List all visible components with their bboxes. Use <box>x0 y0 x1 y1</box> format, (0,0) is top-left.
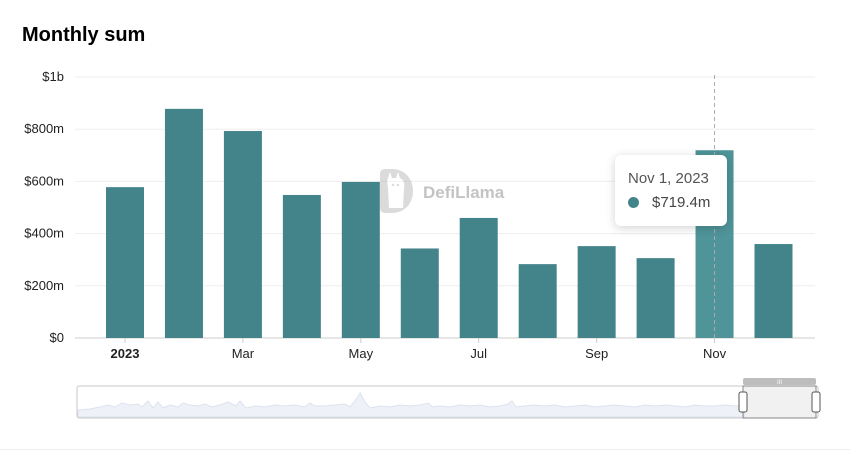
x-tick-label: 2023 <box>111 346 140 361</box>
range-slider-sparkline <box>77 392 745 418</box>
range-slider-right-handle[interactable] <box>811 391 821 413</box>
x-tick-label: Sep <box>585 346 608 361</box>
bar-oct-2023[interactable] <box>636 258 675 338</box>
x-tick-label: Jul <box>470 346 487 361</box>
range-slider-drag-bar[interactable] <box>743 378 816 385</box>
bar-aug-2023[interactable] <box>518 264 557 338</box>
tooltip-series-dot <box>628 197 639 208</box>
llama-logo-icon <box>380 169 413 213</box>
range-slider-drag-grip: III <box>777 380 782 386</box>
bar-may-2023[interactable] <box>341 181 380 338</box>
y-tick-label: $200m <box>24 278 64 293</box>
bar-jun-2023[interactable] <box>400 248 439 338</box>
range-slider-left-handle[interactable] <box>738 391 748 413</box>
watermark-text: DefiLlama <box>423 183 505 202</box>
bottom-divider <box>0 449 850 450</box>
x-axis-ticks: 2023 Mar May Jul Sep Nov <box>111 338 727 361</box>
bar-sep-2023[interactable] <box>577 246 616 338</box>
y-tick-label: $600m <box>24 173 64 188</box>
x-tick-label: Mar <box>232 346 255 361</box>
chart-title: Monthly sum <box>22 24 146 46</box>
bar-jan-2023[interactable] <box>106 187 144 338</box>
tooltip-value: $719.4m <box>652 194 711 211</box>
y-tick-label: $0 <box>50 330 64 345</box>
chart-tooltip: Nov 1, 2023 $719.4m <box>615 155 727 226</box>
x-tick-label: Nov <box>703 346 727 361</box>
bar-mar-2023[interactable] <box>223 131 262 338</box>
y-axis-ticks: $0 $200m $400m $600m $800m $1b <box>24 69 64 345</box>
x-tick-label: May <box>349 346 374 361</box>
bar-apr-2023[interactable] <box>282 194 321 338</box>
bar-dec-2023[interactable] <box>754 244 793 338</box>
tooltip-date: Nov 1, 2023 <box>628 170 709 187</box>
range-slider[interactable]: III <box>76 378 821 419</box>
y-tick-label: $800m <box>24 121 64 136</box>
bar-jul-2023[interactable] <box>459 217 498 338</box>
bar-feb-2023[interactable] <box>164 108 203 338</box>
y-tick-label: $1b <box>42 69 64 84</box>
y-tick-label: $400m <box>24 226 64 241</box>
range-slider-selection[interactable] <box>742 385 817 419</box>
